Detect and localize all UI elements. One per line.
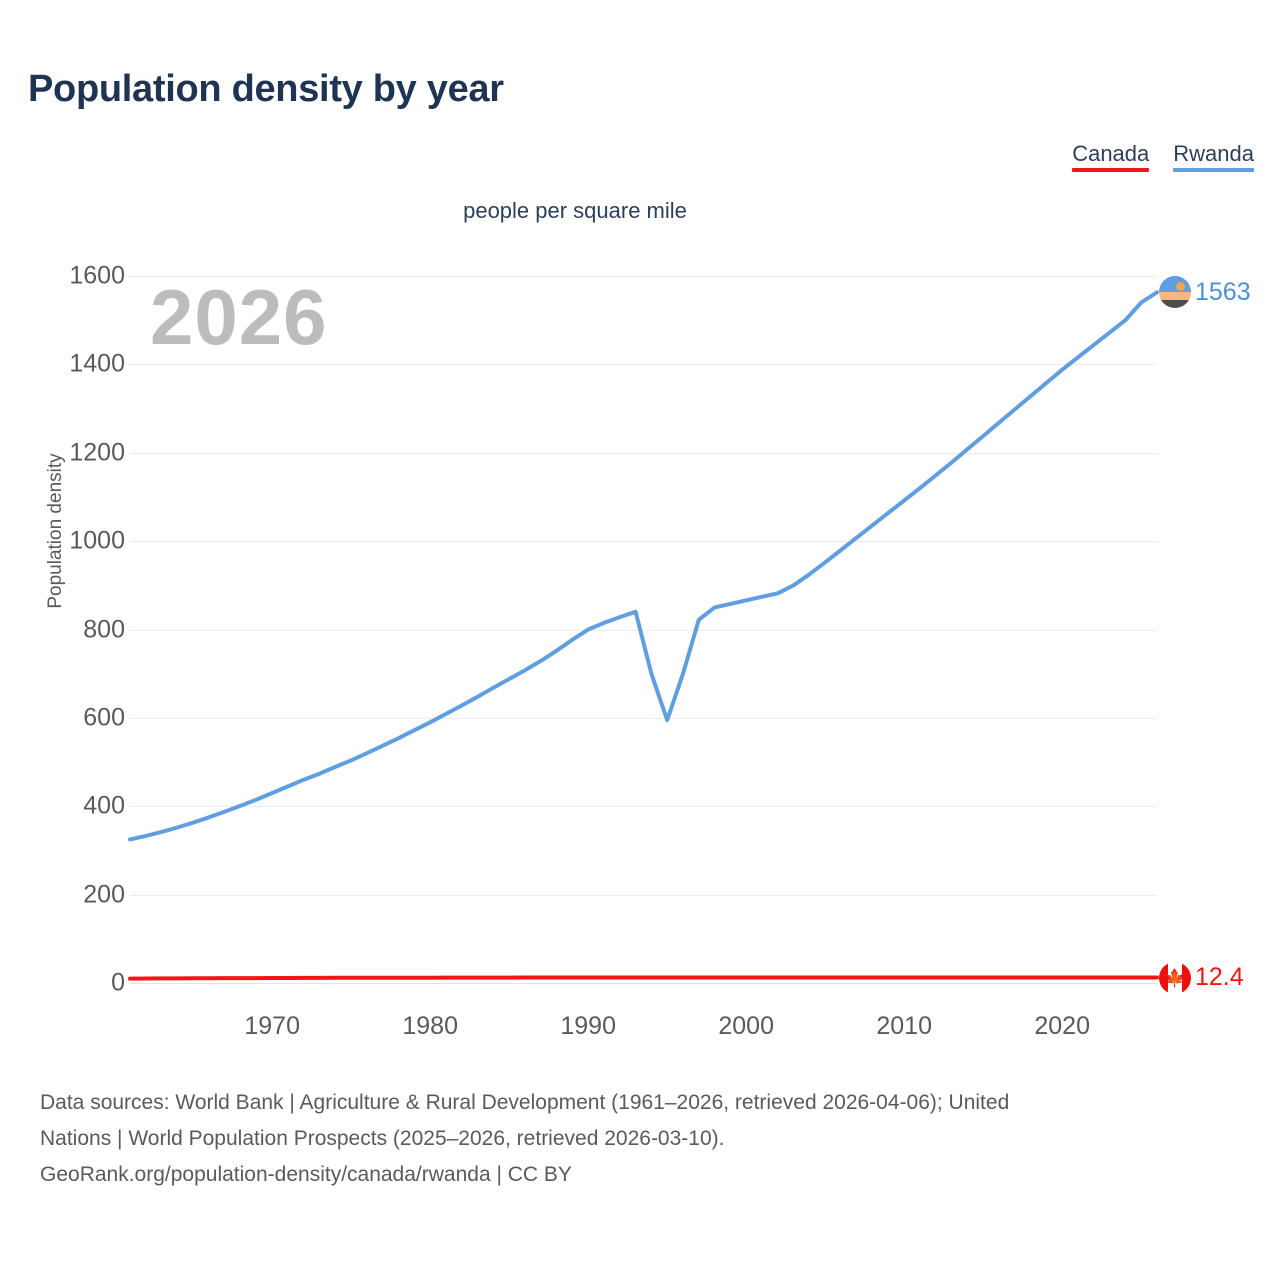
footer-sources: Data sources: World Bank | Agriculture &… bbox=[40, 1085, 1250, 1193]
footer-line-3: GeoRank.org/population-density/canada/rw… bbox=[40, 1163, 572, 1187]
gridline-400 bbox=[130, 806, 1157, 808]
x-tick-1990: 1990 bbox=[560, 1012, 616, 1040]
gridline-1400 bbox=[130, 364, 1157, 366]
x-tick-1980: 1980 bbox=[402, 1012, 458, 1040]
endpoint-canada[interactable]: 🍁 12.4 bbox=[1159, 961, 1244, 994]
endpoint-rwanda[interactable]: 1563 bbox=[1159, 276, 1251, 309]
page-title: Population density by year bbox=[28, 68, 504, 110]
rwanda-flag-icon bbox=[1159, 276, 1191, 309]
legend: Canada Rwanda bbox=[1072, 141, 1254, 173]
endpoint-value-rwanda: 1563 bbox=[1195, 277, 1251, 306]
series-lines bbox=[128, 290, 1159, 981]
y-tick-400: 400 bbox=[83, 791, 125, 820]
line-rwanda bbox=[128, 290, 1159, 842]
legend-label-canada: Canada bbox=[1072, 141, 1150, 166]
endpoint-value-canada: 12.4 bbox=[1195, 963, 1244, 992]
gridline-600 bbox=[130, 717, 1157, 719]
y-tick-1200: 1200 bbox=[69, 438, 125, 467]
y-tick-800: 800 bbox=[83, 615, 125, 643]
legend-swatch-rwanda bbox=[1173, 168, 1254, 173]
x-tick-2020: 2020 bbox=[1034, 1012, 1090, 1040]
footer-line-2: Nations | World Population Prospects (20… bbox=[40, 1127, 725, 1151]
legend-swatch-canada bbox=[1072, 168, 1150, 173]
gridline-800 bbox=[130, 629, 1157, 631]
legend-item-canada[interactable]: Canada bbox=[1072, 141, 1150, 173]
chart-plot-area: 2026 Population density 0 200 400 600 800 100… bbox=[45, 261, 1251, 1041]
gridline-200 bbox=[130, 894, 1157, 896]
y-tick-1400: 1400 bbox=[69, 349, 125, 378]
gridline-1000 bbox=[130, 541, 1157, 543]
year-watermark: 2026 bbox=[150, 273, 328, 361]
y-tick-1600: 1600 bbox=[69, 261, 125, 290]
footer-line-1: Data sources: World Bank | Agriculture &… bbox=[40, 1091, 1010, 1114]
chart-subtitle: people per square mile bbox=[463, 198, 687, 223]
x-tick-1970: 1970 bbox=[244, 1012, 300, 1040]
gridline-0 bbox=[130, 983, 1157, 984]
y-tick-0: 0 bbox=[111, 968, 125, 997]
y-tick-1000: 1000 bbox=[69, 526, 125, 555]
x-tick-2000: 2000 bbox=[718, 1012, 774, 1040]
legend-item-rwanda[interactable]: Rwanda bbox=[1173, 141, 1254, 173]
gridline-1200 bbox=[130, 452, 1157, 454]
y-tick-200: 200 bbox=[83, 880, 125, 909]
x-tick-2010: 2010 bbox=[876, 1012, 932, 1040]
legend-label-rwanda: Rwanda bbox=[1173, 141, 1254, 166]
gridline-1600 bbox=[130, 276, 1157, 277]
y-tick-600: 600 bbox=[83, 703, 125, 732]
line-canada bbox=[128, 975, 1159, 981]
canada-flag-icon: 🍁 bbox=[1159, 961, 1191, 994]
